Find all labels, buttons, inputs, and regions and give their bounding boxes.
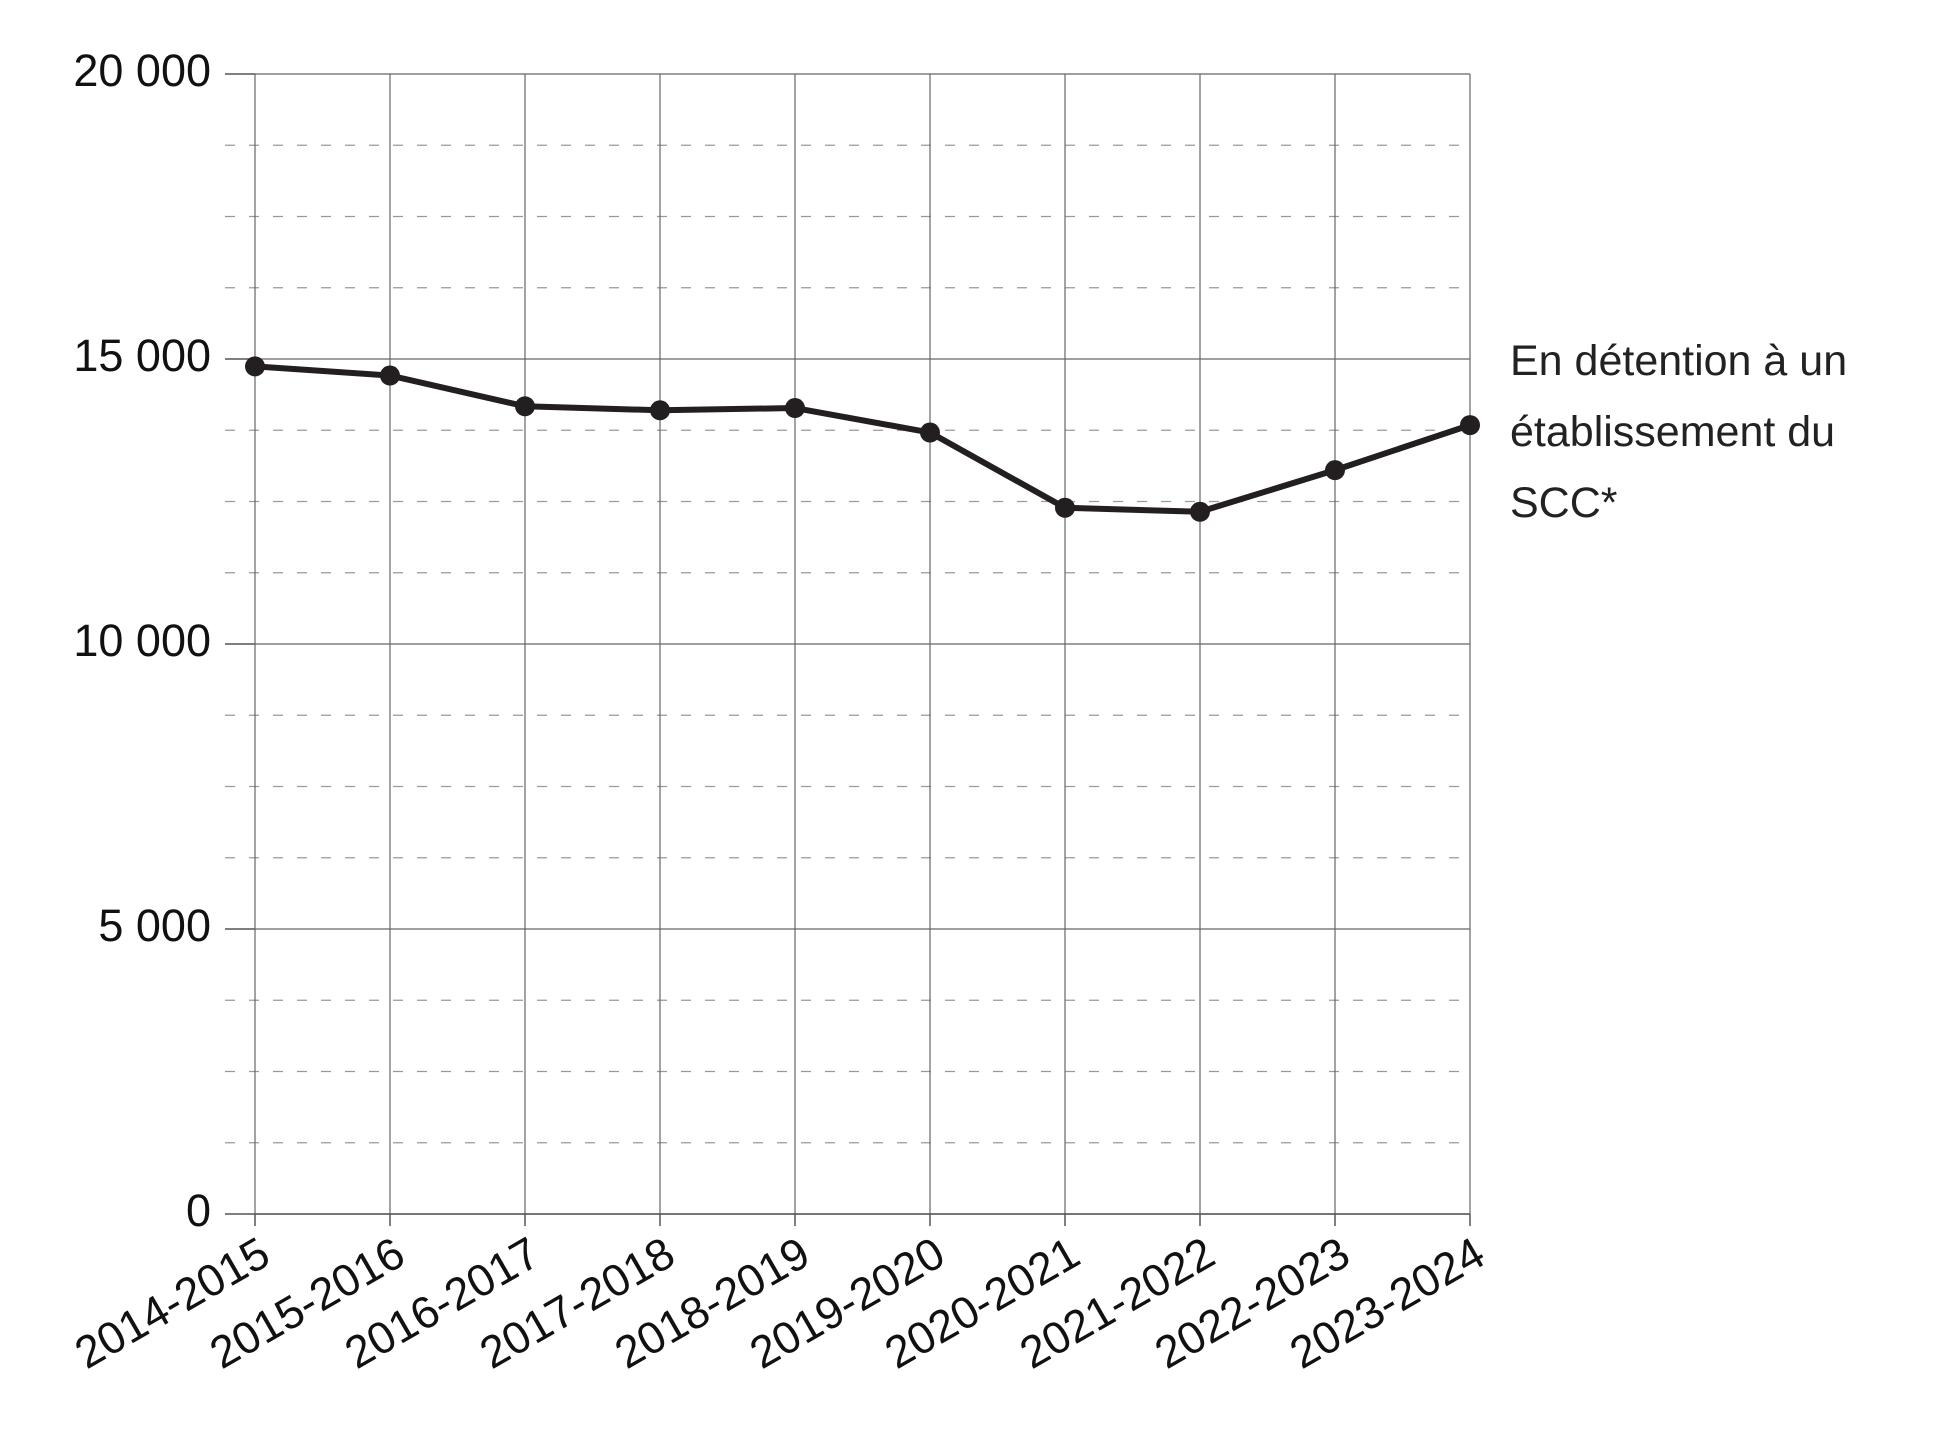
point <box>785 398 805 419</box>
series-label: En détention à un établissement du SCC* <box>1510 337 1848 527</box>
point <box>245 356 265 377</box>
y-tick-label: 10 000 <box>73 615 211 666</box>
point <box>1460 415 1480 436</box>
point <box>515 396 535 417</box>
y-tick-label: 5 000 <box>98 900 211 951</box>
series-line <box>254 363 1471 515</box>
point <box>1055 497 1075 518</box>
point <box>380 365 400 386</box>
y-tick-label: 20 000 <box>73 45 211 96</box>
point <box>1190 501 1210 522</box>
point <box>650 400 670 421</box>
y-tick-label: 15 000 <box>73 330 211 381</box>
point <box>1325 460 1345 481</box>
y-tick-label: 0 <box>186 1185 211 1236</box>
point <box>920 422 940 443</box>
